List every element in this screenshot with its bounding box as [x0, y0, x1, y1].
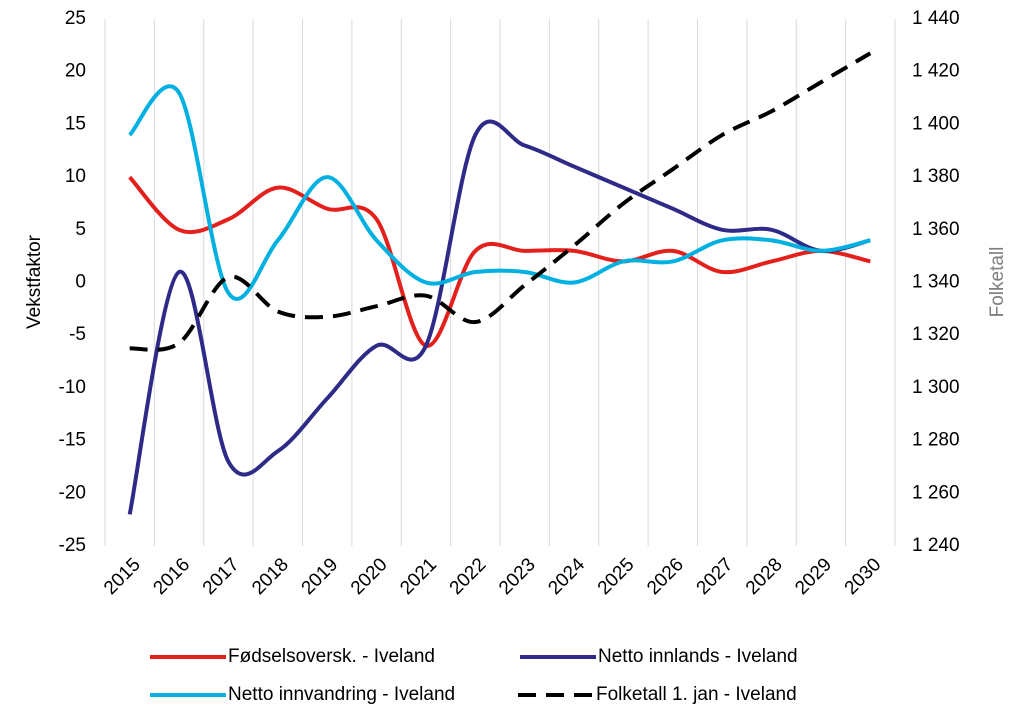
y-tick-label: -25	[59, 535, 86, 556]
y-tick-label: -20	[59, 482, 86, 503]
legend-label: Folketall 1. jan - Iveland	[596, 684, 797, 705]
x-tick-label: 2018	[248, 554, 293, 599]
x-tick-label: 2026	[643, 554, 688, 599]
y2-tick-label: 1 360	[912, 219, 960, 240]
y2-tick-label: 1 380	[912, 166, 960, 187]
y-tick-label: 10	[65, 166, 86, 187]
x-tick-label: 2019	[298, 554, 343, 599]
x-tick-label: 2016	[149, 554, 194, 599]
y-tick-label: 15	[65, 113, 86, 134]
y2-tick-label: 1 280	[912, 430, 960, 451]
y-tick-label: 5	[75, 219, 86, 240]
y-tick-label: -15	[59, 430, 86, 451]
legend-label: Fødselsoversk. - Iveland	[228, 646, 435, 667]
series-line	[128, 175, 871, 348]
x-tick-label: 2027	[693, 554, 738, 599]
y-tick-label: -10	[59, 377, 86, 398]
y2-tick-label: 1 420	[912, 61, 960, 82]
y-axis-label: Vekstfaktor	[24, 234, 45, 329]
y2-tick-label: 1 260	[912, 482, 960, 503]
x-tick-label: 2024	[544, 554, 589, 599]
x-tick-label: 2020	[347, 554, 392, 599]
y-tick-label: 25	[65, 8, 86, 29]
y2-tick-label: 1 320	[912, 324, 960, 345]
x-tick-label: 2023	[495, 554, 540, 599]
y2-tick-label: 1 440	[912, 8, 960, 29]
y-tick-label: 20	[65, 61, 86, 82]
y-tick-label: -5	[69, 324, 86, 345]
y-tick-label: 0	[75, 272, 86, 293]
series-line	[129, 51, 872, 352]
legend-label: Netto innlands - Iveland	[598, 646, 798, 667]
x-tick-label: 2030	[841, 554, 886, 599]
x-tick-label: 2025	[594, 554, 639, 599]
legend-label: Netto innvandring - Iveland	[228, 684, 455, 705]
x-tick-label: 2028	[742, 554, 787, 599]
y2-axis-label: Folketall	[987, 247, 1008, 318]
series-line	[127, 119, 871, 515]
x-tick-label: 2029	[791, 554, 836, 599]
x-tick-label: 2021	[396, 554, 441, 599]
y2-tick-label: 1 340	[912, 272, 960, 293]
x-tick-label: 2015	[100, 554, 145, 599]
y2-tick-label: 1 400	[912, 113, 960, 134]
y2-tick-label: 1 240	[912, 535, 960, 556]
y2-tick-label: 1 300	[912, 377, 960, 398]
x-tick-label: 2022	[446, 554, 491, 599]
series-line	[128, 84, 871, 301]
x-tick-label: 2017	[199, 554, 244, 599]
